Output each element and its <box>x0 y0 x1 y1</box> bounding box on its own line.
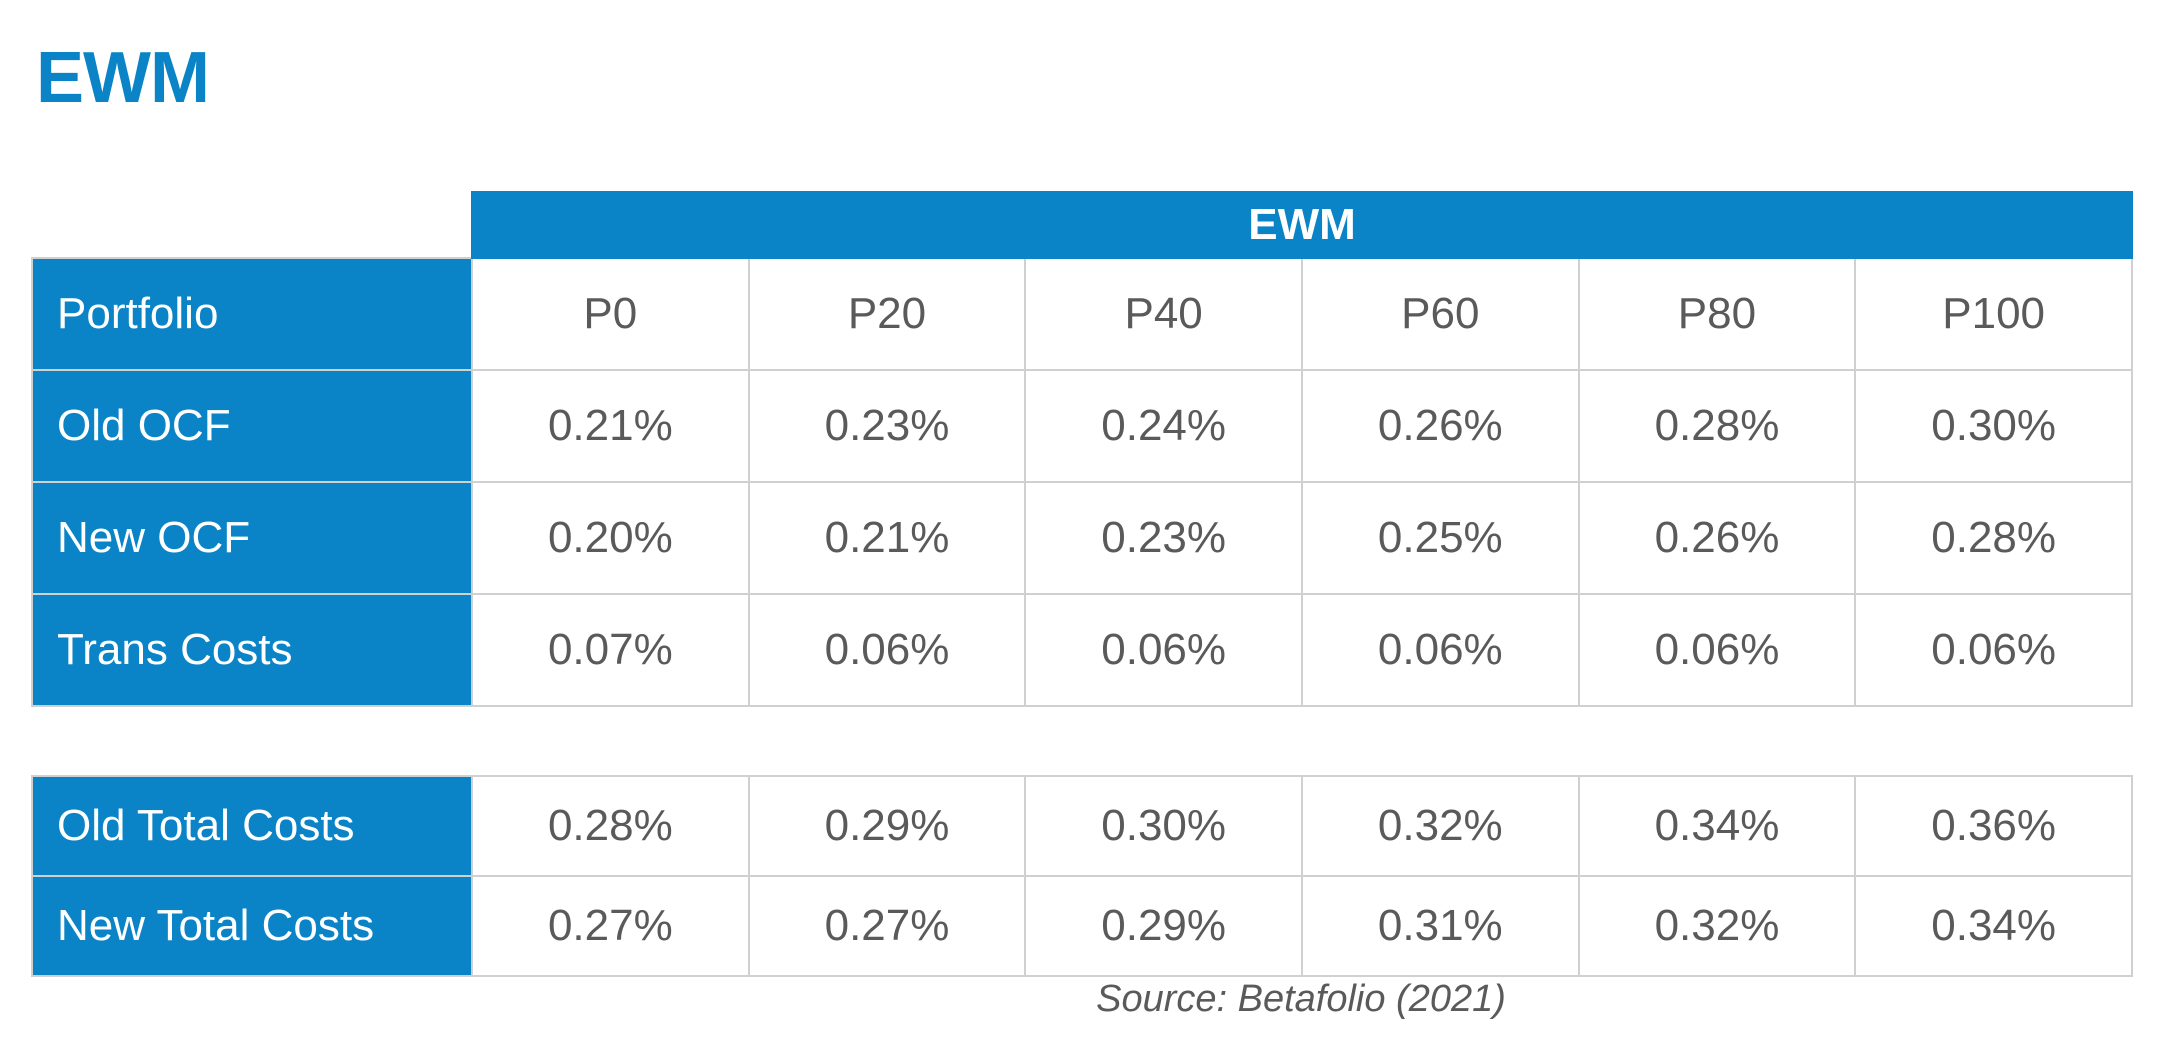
column-header: P100 <box>1854 257 2133 371</box>
table-row: Trans Costs 0.07% 0.06% 0.06% 0.06% 0.06… <box>31 593 2133 707</box>
table-cell: 0.31% <box>1300 875 1580 977</box>
row-label: Trans Costs <box>31 593 473 707</box>
column-header: P20 <box>747 257 1027 371</box>
table-cell: 0.28% <box>471 775 750 877</box>
column-header: P0 <box>471 257 750 371</box>
table-cell: 0.36% <box>1854 775 2133 877</box>
table-row: New Total Costs 0.27% 0.27% 0.29% 0.31% … <box>31 875 2133 977</box>
source-note: Source: Betafolio (2021) <box>1096 978 1506 1020</box>
table-cell: 0.06% <box>1577 593 1857 707</box>
table-row: New OCF 0.20% 0.21% 0.23% 0.25% 0.26% 0.… <box>31 481 2133 595</box>
ocf-table: EWM Portfolio P0 P20 P40 P60 P80 P100 Ol… <box>31 191 2133 707</box>
row-label: New OCF <box>31 481 473 595</box>
table-header-row: Portfolio P0 P20 P40 P60 P80 P100 <box>31 257 2133 371</box>
table-cell: 0.34% <box>1854 875 2133 977</box>
row-label: New Total Costs <box>31 875 473 977</box>
table-cell: 0.25% <box>1300 481 1580 595</box>
table-cell: 0.26% <box>1300 369 1580 483</box>
table-cell: 0.28% <box>1854 481 2133 595</box>
table-cell: 0.32% <box>1300 775 1580 877</box>
table-cell: 0.27% <box>471 875 750 977</box>
totals-table: Old Total Costs 0.28% 0.29% 0.30% 0.32% … <box>31 775 2133 977</box>
group-header: EWM <box>471 191 2133 259</box>
table-cell: 0.07% <box>471 593 750 707</box>
row-label: Old OCF <box>31 369 473 483</box>
blank-corner <box>32 192 472 258</box>
row-label: Portfolio <box>31 257 473 371</box>
table-cell: 0.21% <box>471 369 750 483</box>
table-cell: 0.30% <box>1854 369 2133 483</box>
table-cell: 0.29% <box>1024 875 1303 977</box>
table-cell: 0.06% <box>1024 593 1303 707</box>
group-header-row: EWM <box>32 191 2133 259</box>
column-header: P80 <box>1577 257 1857 371</box>
table-cell: 0.30% <box>1024 775 1303 877</box>
table-row: Old Total Costs 0.28% 0.29% 0.30% 0.32% … <box>31 775 2133 877</box>
table-cell: 0.26% <box>1577 481 1857 595</box>
table-cell: 0.23% <box>747 369 1027 483</box>
table-cell: 0.20% <box>471 481 750 595</box>
row-label: Old Total Costs <box>31 775 473 877</box>
column-header: P40 <box>1024 257 1303 371</box>
page-title: EWM <box>36 38 210 118</box>
table-cell: 0.29% <box>747 775 1027 877</box>
table-cell: 0.23% <box>1024 481 1303 595</box>
table-cell: 0.06% <box>747 593 1027 707</box>
table-cell: 0.06% <box>1854 593 2133 707</box>
table-cell: 0.24% <box>1024 369 1303 483</box>
table-cell: 0.28% <box>1577 369 1857 483</box>
table-cell: 0.34% <box>1577 775 1857 877</box>
table-cell: 0.21% <box>747 481 1027 595</box>
table-row: Old OCF 0.21% 0.23% 0.24% 0.26% 0.28% 0.… <box>31 369 2133 483</box>
table-cell: 0.27% <box>747 875 1027 977</box>
column-header: P60 <box>1300 257 1580 371</box>
table-cell: 0.06% <box>1300 593 1580 707</box>
table-cell: 0.32% <box>1577 875 1857 977</box>
